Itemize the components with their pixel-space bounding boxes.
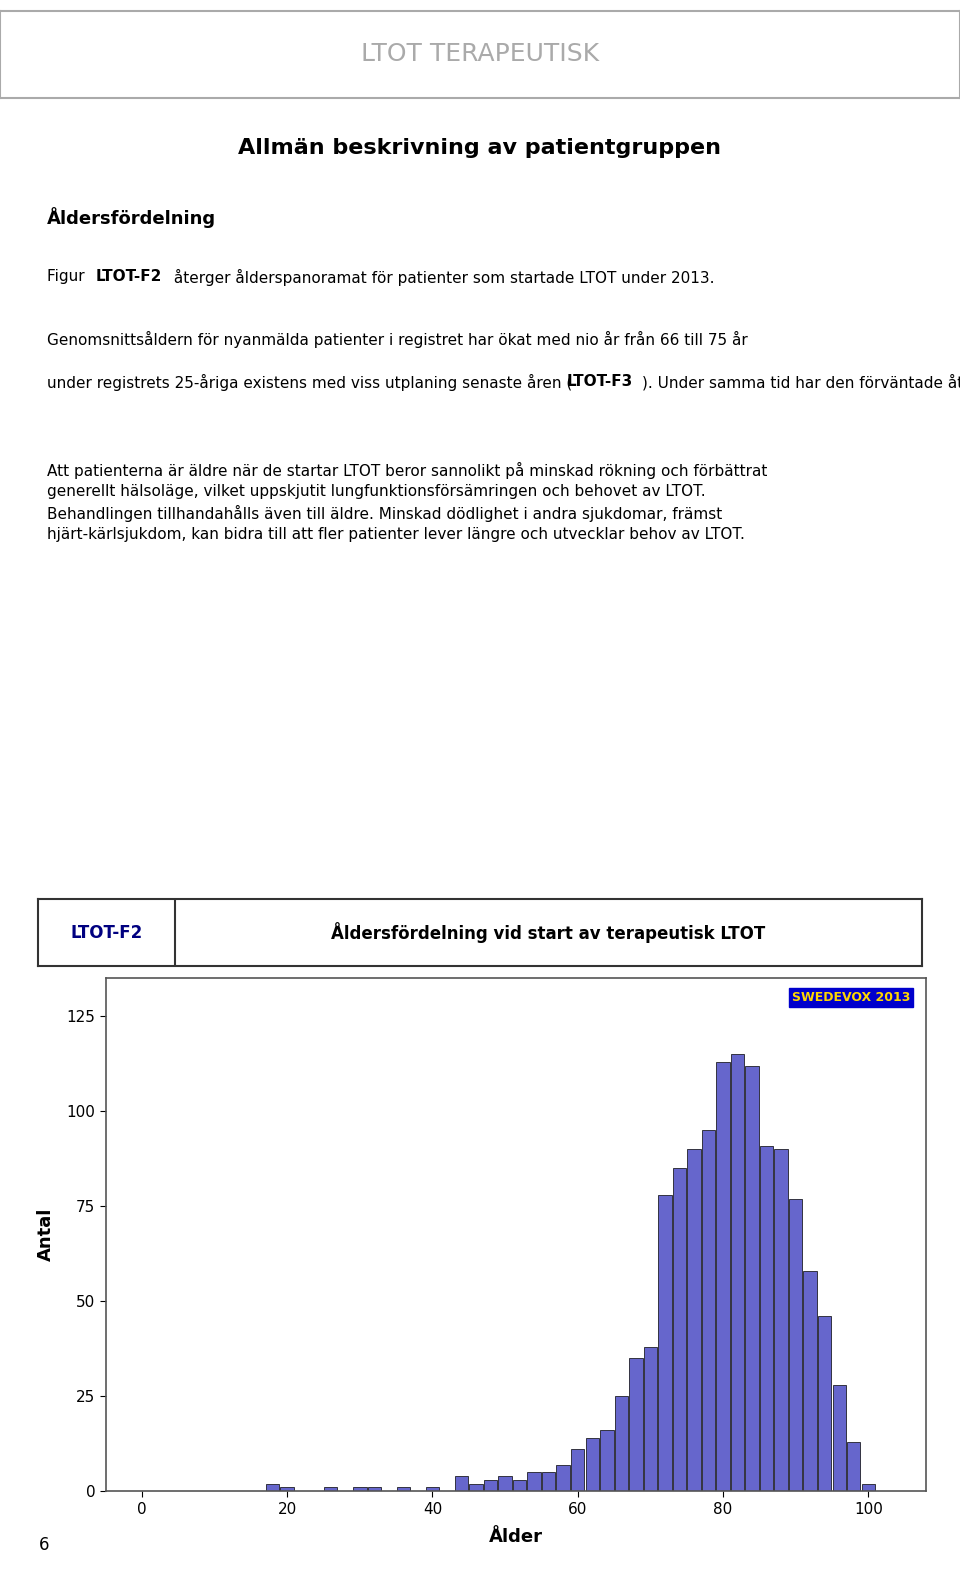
Bar (586, 1438, 599, 1491)
Text: Allmän beskrivning av patientgruppen: Allmän beskrivning av patientgruppen (238, 137, 722, 158)
Bar (789, 1199, 803, 1491)
Y-axis label: Antal: Antal (37, 1209, 55, 1261)
Text: SWEDEVOX 2013: SWEDEVOX 2013 (792, 991, 910, 1004)
Bar (847, 1442, 860, 1491)
Bar (775, 1149, 788, 1491)
Text: ). Under samma tid har den förväntade återstående livslängden för en 65-åring i : ). Under samma tid har den förväntade åt… (641, 374, 960, 390)
Bar (702, 1130, 715, 1491)
Bar (600, 1430, 613, 1491)
Text: under registrets 25-åriga existens med viss utplaning senaste åren (: under registrets 25-åriga existens med v… (47, 374, 572, 390)
Bar (498, 1475, 512, 1491)
Bar (542, 1472, 556, 1491)
Text: Åldersfördelning vid start av terapeutisk LTOT: Åldersfördelning vid start av terapeutis… (331, 922, 765, 944)
Bar (527, 1472, 540, 1491)
Text: LTOT-F2: LTOT-F2 (96, 270, 162, 284)
Bar (643, 1348, 657, 1491)
Bar (629, 1359, 642, 1491)
Text: Åldersfördelning: Åldersfördelning (47, 207, 216, 229)
Bar (484, 1480, 497, 1491)
Bar (513, 1480, 526, 1491)
Text: återger ålderspanoramat för patienter som startade LTOT under 2013.: återger ålderspanoramat för patienter so… (169, 270, 714, 286)
Text: LTOT-F3: LTOT-F3 (566, 374, 633, 388)
Bar (745, 1065, 758, 1491)
Bar (861, 1483, 875, 1491)
Text: LTOT TERAPEUTISK: LTOT TERAPEUTISK (361, 43, 599, 66)
Bar (804, 1270, 817, 1491)
Text: Att patienterna är äldre när de startar LTOT beror sannolikt på minskad rökning : Att patienterna är äldre när de startar … (47, 462, 768, 541)
Bar (455, 1475, 468, 1491)
Bar (659, 1195, 672, 1491)
X-axis label: Ålder: Ålder (489, 1528, 543, 1546)
Bar (832, 1385, 846, 1491)
Bar (760, 1146, 774, 1491)
Text: 6: 6 (38, 1535, 49, 1554)
Bar (673, 1168, 686, 1491)
Bar (353, 1488, 367, 1491)
Bar (266, 1483, 279, 1491)
Bar (396, 1488, 410, 1491)
Text: Figur: Figur (47, 270, 89, 284)
Bar (280, 1488, 294, 1491)
Bar (571, 1450, 585, 1491)
Bar (731, 1054, 744, 1491)
Bar (557, 1464, 570, 1491)
Bar (614, 1397, 628, 1491)
Bar (425, 1488, 439, 1491)
Bar (687, 1149, 701, 1491)
Bar (469, 1483, 483, 1491)
Bar (818, 1316, 831, 1491)
Bar (368, 1488, 381, 1491)
Bar (324, 1488, 338, 1491)
Text: Genomsnittsåldern för nyanmälda patienter i registret har ökat med nio år från 6: Genomsnittsåldern för nyanmälda patiente… (47, 331, 748, 349)
Bar (716, 1062, 730, 1491)
Text: LTOT-F2: LTOT-F2 (70, 923, 142, 942)
